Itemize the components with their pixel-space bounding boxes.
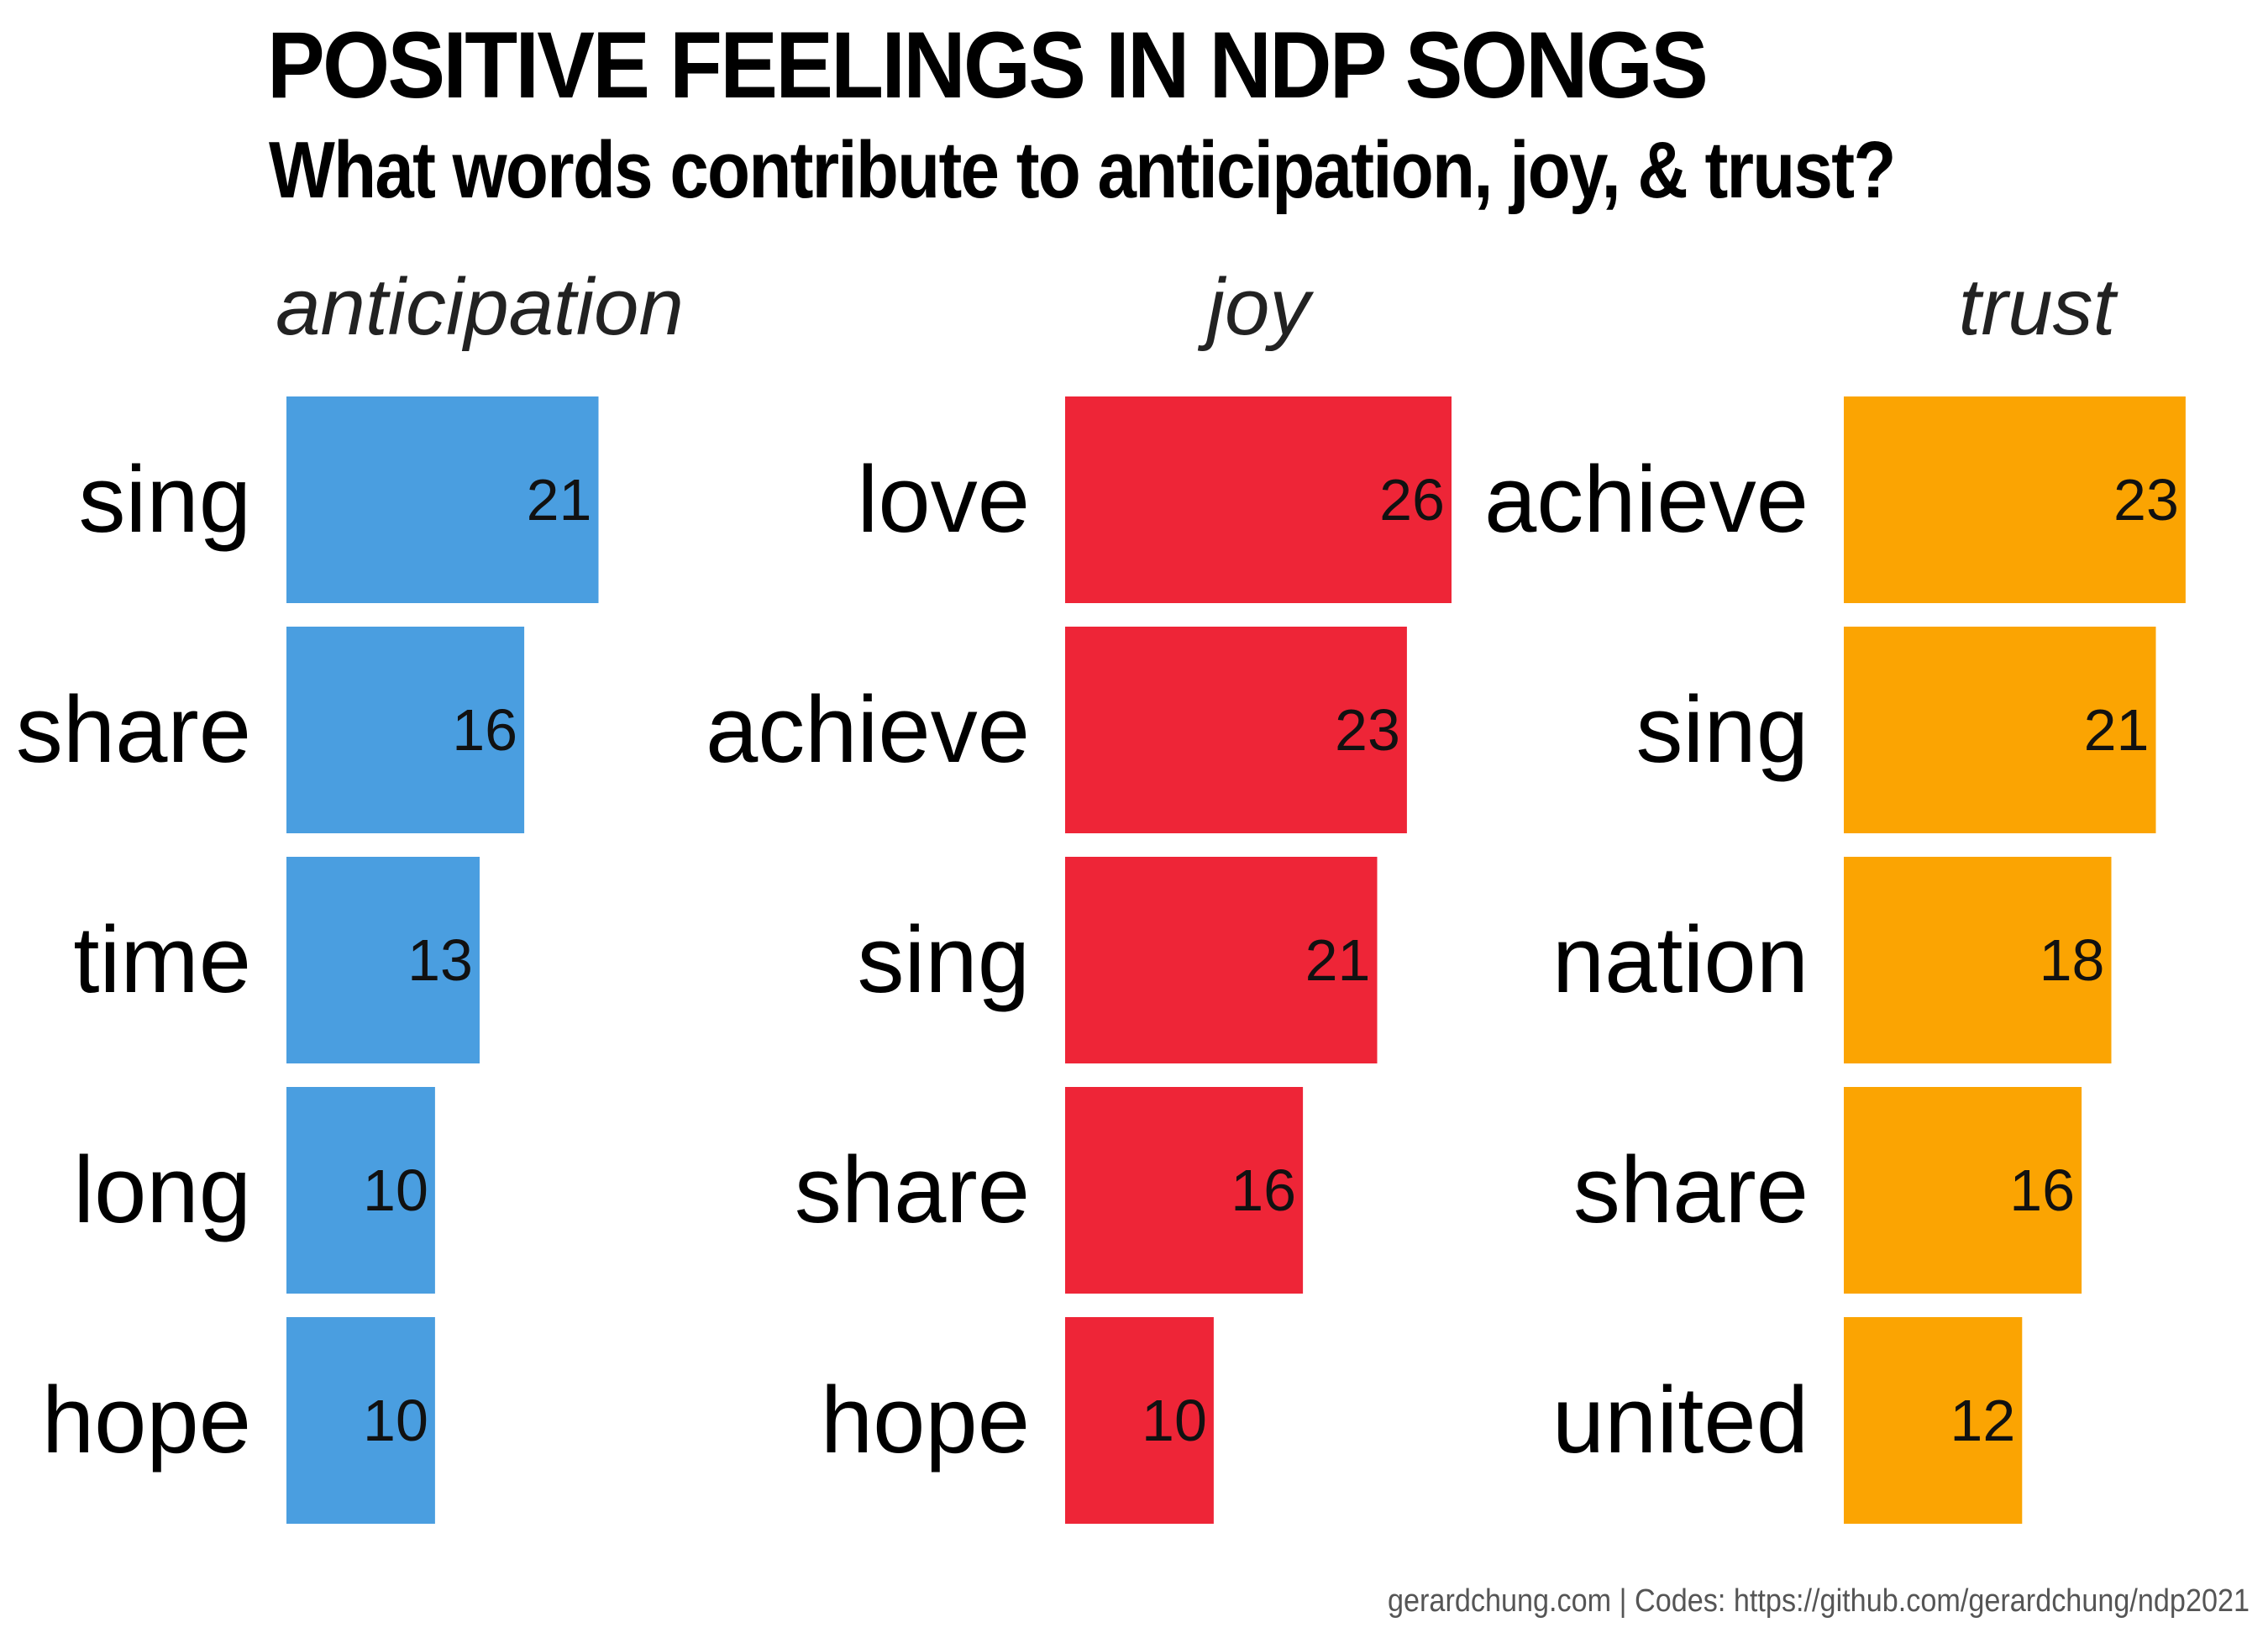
category-label-trust-achieve: achieve <box>1484 447 1809 552</box>
data-label-joy-hope: 10 <box>1142 1388 1207 1453</box>
bar-anticipation-sing <box>286 396 599 603</box>
data-label-trust-achieve: 23 <box>2113 467 2179 533</box>
category-label-joy-achieve: achieve <box>706 677 1030 782</box>
bar-trust-sing <box>1844 627 2156 833</box>
chart-subtitle: What words contribute to anticipation, j… <box>269 125 1896 215</box>
category-label-anticipation-sing: sing <box>79 447 251 552</box>
category-label-joy-love: love <box>858 447 1030 552</box>
category-label-joy-sing: sing <box>858 907 1030 1012</box>
chart-title: POSITIVE FEELINGS IN NDP SONGS <box>267 13 1709 118</box>
data-label-anticipation-hope: 10 <box>363 1388 428 1453</box>
bar-trust-share <box>1844 1087 2082 1294</box>
data-label-trust-united: 12 <box>1950 1388 2015 1453</box>
data-label-joy-sing: 21 <box>1305 927 1371 993</box>
data-label-trust-sing: 21 <box>2084 697 2150 763</box>
data-label-joy-achieve: 23 <box>1335 697 1400 763</box>
source-caption: gerardchung.com | Codes: https://github.… <box>1387 1583 2250 1619</box>
bar-trust-nation <box>1844 857 2112 1063</box>
category-label-anticipation-hope: hope <box>42 1368 251 1473</box>
data-label-anticipation-long: 10 <box>363 1158 428 1223</box>
bar-anticipation-share <box>286 627 525 833</box>
category-label-trust-share: share <box>1573 1137 1809 1242</box>
bar-joy-share <box>1065 1087 1304 1294</box>
bar-joy-achieve <box>1065 627 1407 833</box>
data-label-anticipation-time: 13 <box>407 927 473 993</box>
data-label-anticipation-share: 16 <box>452 697 517 763</box>
data-label-joy-share: 16 <box>1231 1158 1296 1223</box>
data-label-trust-share: 16 <box>2009 1158 2075 1223</box>
bar-joy-hope <box>1065 1317 1214 1524</box>
facet-title-trust: trust <box>1959 262 2118 352</box>
facet-title-anticipation: anticipation <box>276 262 684 352</box>
bar-trust-achieve <box>1844 396 2186 603</box>
category-label-trust-sing: sing <box>1636 677 1809 782</box>
category-label-joy-share: share <box>795 1137 1030 1242</box>
category-label-trust-nation: nation <box>1552 907 1809 1012</box>
category-label-joy-hope: hope <box>821 1368 1030 1473</box>
category-label-anticipation-share: share <box>16 677 251 782</box>
data-label-joy-love: 26 <box>1379 467 1445 533</box>
category-label-anticipation-time: time <box>73 907 251 1012</box>
bar-anticipation-time <box>286 857 480 1063</box>
facet-title-joy: joy <box>1198 262 1315 352</box>
bar-anticipation-long <box>286 1087 435 1294</box>
data-label-anticipation-sing: 21 <box>527 467 592 533</box>
bar-joy-sing <box>1065 857 1378 1063</box>
bar-anticipation-hope <box>286 1317 435 1524</box>
category-label-trust-united: united <box>1552 1368 1809 1473</box>
data-label-trust-nation: 18 <box>2040 927 2105 993</box>
bar-joy-love <box>1065 396 1452 603</box>
category-label-anticipation-long: long <box>73 1137 251 1242</box>
bar-trust-united <box>1844 1317 2023 1524</box>
